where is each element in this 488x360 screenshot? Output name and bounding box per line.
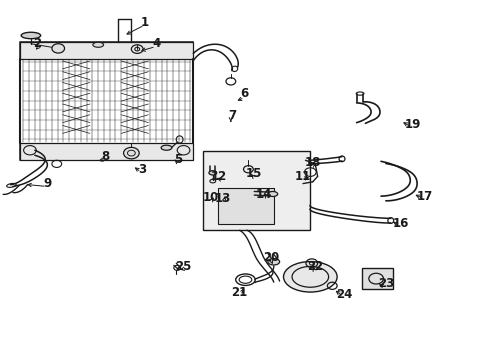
Text: 24: 24 <box>336 288 352 301</box>
Ellipse shape <box>93 42 103 47</box>
Text: 25: 25 <box>175 260 191 273</box>
Text: 9: 9 <box>43 177 51 190</box>
Circle shape <box>123 147 139 159</box>
Text: 3: 3 <box>138 163 146 176</box>
Ellipse shape <box>267 258 279 265</box>
Bar <box>361 268 392 289</box>
Text: 23: 23 <box>377 278 393 291</box>
Bar <box>20 42 193 160</box>
Bar <box>20 143 193 160</box>
Text: 8: 8 <box>101 150 109 163</box>
Text: 15: 15 <box>245 167 262 180</box>
Text: 22: 22 <box>306 260 323 273</box>
Text: 6: 6 <box>240 87 248 100</box>
Text: 11: 11 <box>294 170 310 183</box>
Text: 16: 16 <box>391 216 408 230</box>
Bar <box>203 151 310 230</box>
Text: 5: 5 <box>174 153 183 166</box>
Text: 19: 19 <box>404 118 420 131</box>
Text: 2: 2 <box>33 37 41 50</box>
Text: 18: 18 <box>304 156 320 169</box>
Text: 21: 21 <box>231 287 247 300</box>
Text: 7: 7 <box>228 109 236 122</box>
Text: 4: 4 <box>152 37 161 50</box>
Text: 14: 14 <box>255 188 272 201</box>
Ellipse shape <box>267 192 277 197</box>
Ellipse shape <box>161 145 171 150</box>
Text: 1: 1 <box>140 16 148 29</box>
Bar <box>217 188 273 224</box>
Text: 12: 12 <box>211 170 227 183</box>
Text: 13: 13 <box>214 192 230 205</box>
Text: 20: 20 <box>263 251 279 264</box>
Ellipse shape <box>208 171 216 175</box>
Text: 10: 10 <box>202 192 218 204</box>
Bar <box>20 42 193 59</box>
Text: 17: 17 <box>416 190 432 203</box>
Ellipse shape <box>283 262 336 292</box>
Circle shape <box>52 44 64 53</box>
Ellipse shape <box>21 32 41 39</box>
